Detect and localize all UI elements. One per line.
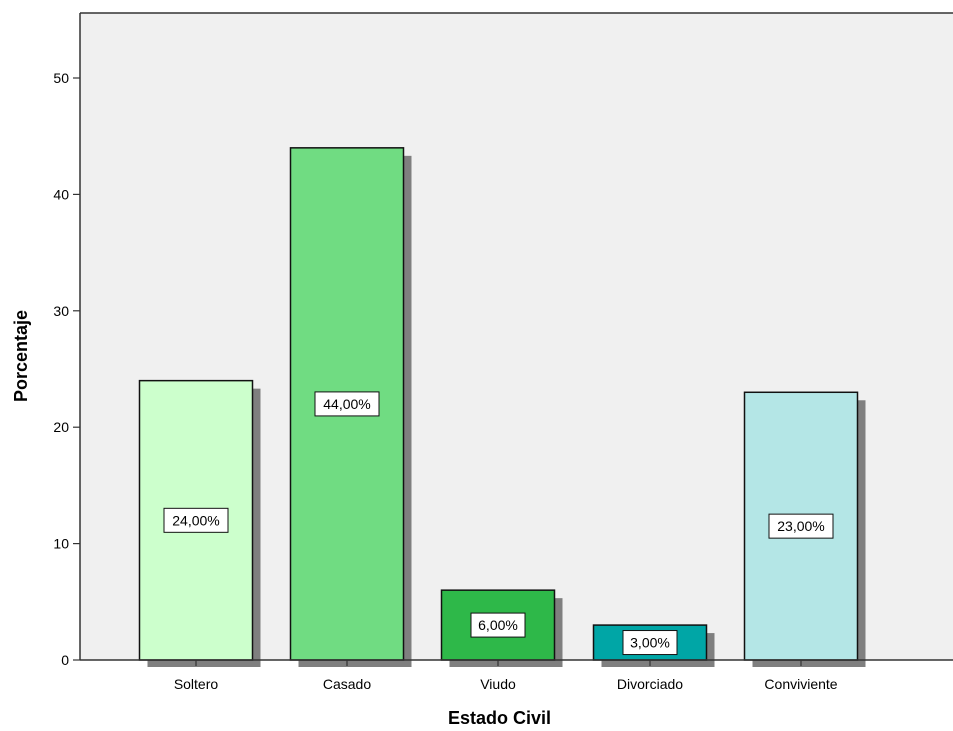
y-tick-label: 20 (53, 419, 69, 435)
data-labels: 24,00% 44,00% 6,00% 3,00% 23,00% (163, 391, 834, 656)
data-label-text: 44,00% (323, 396, 370, 412)
axes (79, 12, 953, 661)
x-tick-label: Viudo (480, 676, 516, 692)
y-tick-label: 50 (53, 70, 69, 86)
y-tick-label: 10 (53, 536, 69, 552)
x-tick-label: Conviviente (764, 676, 837, 692)
data-label-text: 23,00% (777, 518, 824, 534)
data-label: 44,00% (314, 391, 380, 417)
x-tick-label: Divorciado (617, 676, 683, 692)
data-label-box (768, 513, 834, 539)
bars (138, 147, 859, 661)
data-label-box (314, 391, 380, 417)
y-tick-label: 40 (53, 186, 69, 202)
data-label: 3,00% (622, 630, 678, 656)
data-label: 6,00% (470, 612, 526, 638)
data-label-text: 24,00% (172, 512, 219, 528)
y-axis-ticks: 0 10 20 30 40 50 (53, 70, 80, 668)
data-label-text: 6,00% (478, 617, 518, 633)
x-axis-ticks: Soltero Casado Viudo Divorciado Conviviente (174, 660, 838, 692)
data-label-box (470, 612, 526, 638)
data-label-box (622, 630, 678, 656)
x-axis-title: Estado Civil (448, 708, 551, 728)
x-tick-label: Soltero (174, 676, 219, 692)
data-label-box (163, 507, 229, 533)
y-tick-label: 30 (53, 303, 69, 319)
data-label-text: 3,00% (630, 635, 670, 651)
x-tick-label: Casado (323, 676, 371, 692)
y-tick-label: 0 (61, 652, 69, 668)
y-axis-title: Porcentaje (11, 310, 31, 402)
data-label: 24,00% (163, 507, 229, 533)
data-label: 23,00% (768, 513, 834, 539)
